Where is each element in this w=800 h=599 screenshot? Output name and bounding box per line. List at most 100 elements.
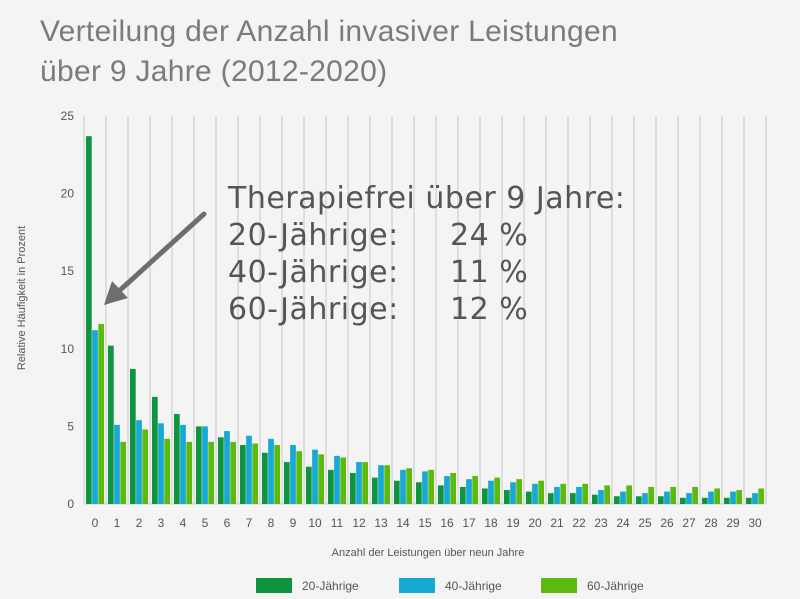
x-tick-label: 9: [290, 516, 297, 530]
bar-20-Jährige-18: [481, 488, 488, 504]
bar-20-Jährige-23: [591, 494, 598, 504]
x-tick-label: 20: [528, 516, 542, 530]
x-tick-label: 21: [550, 516, 564, 530]
bar-40-Jährige-3: [158, 423, 164, 504]
chart-legend: 20-Jährige 40-Jährige 60-Jährige: [0, 578, 800, 599]
x-tick-label: 14: [396, 516, 410, 530]
annotation-arrow-shaft: [115, 211, 207, 295]
x-tick-label: 28: [704, 516, 718, 530]
bar-20-Jährige-3: [151, 396, 158, 504]
bar-40-Jährige-29: [730, 491, 736, 504]
bar-60-Jährige-9: [296, 451, 303, 504]
bar-60-Jährige-15: [428, 469, 435, 504]
bar-60-Jährige-13: [384, 465, 391, 504]
bar-40-Jährige-4: [180, 424, 186, 504]
bar-60-Jährige-3: [164, 438, 171, 504]
y-tick-label: 0: [67, 497, 74, 511]
bar-20-Jährige-6: [217, 437, 224, 504]
x-tick-label: 10: [308, 516, 322, 530]
chart-title: Verteilung der Anzahl invasiver Leistung…: [40, 12, 618, 92]
x-tick-label: 3: [158, 516, 165, 530]
bar-20-Jährige-20: [525, 491, 532, 504]
bar-40-Jährige-16: [444, 476, 450, 504]
bar-40-Jährige-13: [378, 465, 384, 504]
annotation-row-label: 40-Jährige:: [228, 255, 399, 290]
bar-60-Jährige-7: [252, 443, 259, 504]
legend-label-40: 40-Jährige: [445, 578, 502, 593]
bar-20-Jährige-8: [261, 452, 268, 504]
bar-60-Jährige-22: [582, 483, 589, 504]
bar-40-Jährige-23: [598, 490, 604, 504]
legend-item-40: 40-Jährige: [399, 578, 502, 593]
x-tick-label: 27: [682, 516, 696, 530]
x-tick-label: 30: [748, 516, 762, 530]
x-tick-label: 24: [616, 516, 630, 530]
bar-60-Jährige-2: [142, 429, 149, 504]
bar-60-Jährige-27: [692, 486, 699, 504]
annotation-arrow: [104, 211, 207, 305]
legend-swatch-20: [256, 578, 292, 593]
bar-40-Jährige-14: [400, 469, 406, 504]
bar-20-Jährige-29: [723, 497, 730, 504]
bar-60-Jährige-10: [318, 454, 325, 504]
y-tick-label: 25: [61, 109, 75, 123]
bar-40-Jährige-27: [686, 493, 692, 504]
bar-40-Jährige-21: [554, 486, 560, 504]
bar-40-Jährige-15: [422, 471, 428, 504]
annotation-box: Therapiefrei über 9 Jahre: 20-Jährige: 2…: [228, 180, 625, 328]
legend-label-20: 20-Jährige: [302, 578, 359, 593]
bar-20-Jährige-27: [679, 497, 686, 504]
x-tick-label: 13: [374, 516, 388, 530]
chart-title-line-1: Verteilung der Anzahl invasiver Leistung…: [40, 15, 618, 48]
bar-40-Jährige-28: [708, 491, 714, 504]
x-tick-label: 15: [418, 516, 432, 530]
bar-40-Jährige-24: [620, 491, 626, 504]
bar-20-Jährige-5: [195, 426, 202, 504]
bar-20-Jährige-26: [657, 496, 664, 504]
bar-20-Jährige-13: [371, 477, 378, 504]
annotation-row: 60-Jährige: 12 %: [228, 291, 625, 328]
bar-40-Jährige-2: [136, 420, 142, 504]
annotation-row-label: 20-Jährige:: [228, 218, 399, 253]
bar-40-Jährige-10: [312, 449, 318, 504]
annotation-row-value: 11 %: [450, 255, 529, 290]
annotation-row: 40-Jährige: 11 %: [228, 254, 625, 291]
y-axis-title: Relative Häufigkeit in Prozent: [16, 226, 28, 370]
x-tick-label: 4: [180, 516, 187, 530]
x-tick-label: 1: [114, 516, 121, 530]
x-tick-label: 29: [726, 516, 740, 530]
y-axis-ticks: 0 5 10 15 20 25: [61, 109, 75, 511]
bar-40-Jährige-22: [576, 486, 582, 504]
legend-label-60: 60-Jährige: [587, 578, 644, 593]
x-tick-label: 8: [268, 516, 275, 530]
bar-60-Jährige-11: [340, 457, 347, 504]
bar-20-Jährige-24: [613, 496, 620, 504]
annotation-row-value: 24 %: [450, 218, 529, 253]
bar-60-Jährige-18: [494, 477, 501, 504]
bar-40-Jährige-18: [488, 480, 494, 504]
bar-60-Jährige-21: [560, 483, 567, 504]
legend-item-20: 20-Jährige: [256, 578, 359, 593]
x-tick-label: 23: [594, 516, 608, 530]
annotation-row-label: 60-Jährige:: [228, 292, 399, 327]
x-tick-label: 7: [246, 516, 253, 530]
bar-20-Jährige-9: [283, 462, 290, 504]
bar-40-Jährige-19: [510, 482, 516, 504]
bar-40-Jährige-30: [752, 493, 758, 504]
bar-60-Jährige-26: [670, 486, 677, 504]
x-tick-label: 26: [660, 516, 674, 530]
x-tick-label: 0: [92, 516, 99, 530]
bar-60-Jährige-19: [516, 479, 523, 504]
x-tick-label: 5: [202, 516, 209, 530]
x-axis-title: Anzahl der Leistungen über neun Jahre: [332, 547, 525, 559]
x-tick-label: 19: [506, 516, 520, 530]
bar-20-Jährige-0: [85, 136, 92, 504]
x-tick-label: 25: [638, 516, 652, 530]
bar-20-Jährige-1: [107, 345, 114, 504]
bar-20-Jährige-17: [459, 486, 466, 504]
bar-60-Jährige-23: [604, 485, 611, 504]
bar-20-Jährige-11: [327, 469, 334, 504]
bar-40-Jährige-11: [334, 455, 340, 504]
bar-60-Jährige-14: [406, 468, 413, 504]
